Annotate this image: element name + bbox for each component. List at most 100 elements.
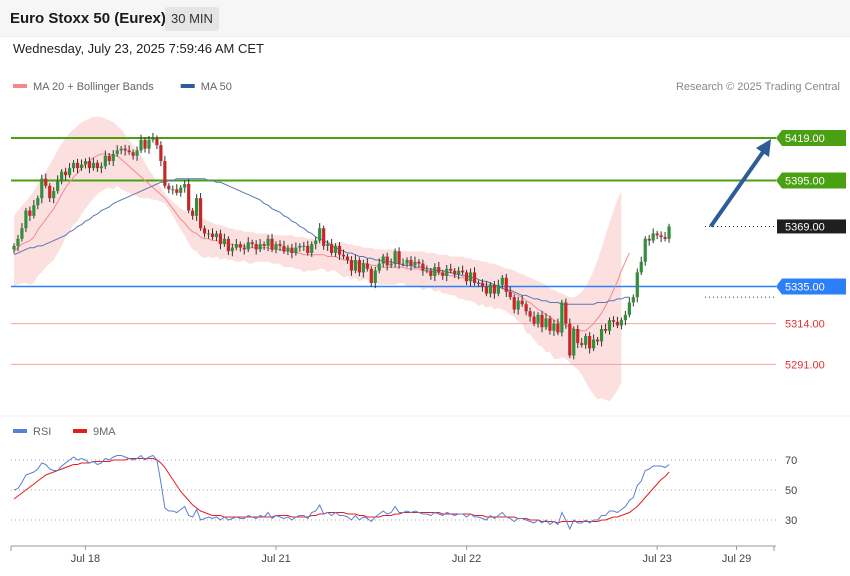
candle-body <box>167 185 171 190</box>
candle-body <box>353 260 358 271</box>
candle-body <box>659 235 663 238</box>
x-tick-label: Jul 22 <box>452 553 481 565</box>
candle-body <box>381 256 385 264</box>
candle-body <box>655 233 659 236</box>
forecast-arrow-head <box>756 139 771 158</box>
candle-body <box>99 166 103 169</box>
interval-badge[interactable]: 30 MIN <box>165 7 219 31</box>
candle-body <box>508 291 512 298</box>
candle-body <box>453 270 457 275</box>
candle-body <box>369 268 373 284</box>
candle-body <box>79 164 84 169</box>
candle-body <box>270 238 274 250</box>
candle-body <box>274 244 278 250</box>
candle-body <box>314 240 318 245</box>
candle-body <box>599 328 604 342</box>
candle-body <box>183 184 187 188</box>
candle-body <box>580 343 584 345</box>
candle-body <box>333 245 338 253</box>
candle-body <box>397 251 401 264</box>
candle-body <box>548 318 552 331</box>
candle-body <box>532 316 536 324</box>
ma50-line <box>13 178 630 305</box>
candle-body <box>401 263 405 265</box>
candle-body <box>147 139 151 149</box>
legend-label: MA 50 <box>201 81 232 93</box>
candle-body <box>91 162 95 169</box>
candle-body <box>524 304 528 312</box>
price-label-box <box>777 219 846 234</box>
candle-body <box>64 171 68 176</box>
candle-body <box>131 152 135 156</box>
candle-body <box>389 263 393 266</box>
candle-body <box>218 233 223 245</box>
candle-body <box>282 245 286 252</box>
timestamp: Wednesday, July 23, 2025 7:59:46 AM CET <box>13 41 264 56</box>
price-label-box <box>776 278 846 295</box>
candle-body <box>103 155 107 167</box>
candle-body <box>405 260 409 264</box>
candle-body <box>464 272 469 282</box>
legend-label: RSI <box>33 426 51 438</box>
x-tick-label: Jul 18 <box>71 553 100 565</box>
candle-body <box>143 139 147 149</box>
ma20-line <box>13 153 630 332</box>
candle-body <box>250 242 254 245</box>
candle-body <box>595 339 600 342</box>
credit-text: Research © 2025 Trading Central <box>676 81 840 93</box>
candle-body <box>322 228 326 246</box>
level-resistance: 5419.00 <box>11 130 846 147</box>
candle-body <box>536 314 540 324</box>
candle-body <box>643 238 647 262</box>
legend-label: 9MA <box>93 426 116 438</box>
candle-body <box>60 171 64 181</box>
price-label-text: 5369.00 <box>785 221 825 233</box>
candle-body <box>345 256 350 261</box>
legend-swatch <box>180 84 195 88</box>
forecast-arrow-shaft <box>709 150 765 228</box>
candle-body <box>492 284 496 294</box>
candle-body <box>651 233 655 241</box>
candle-body <box>302 245 306 247</box>
candle-body <box>111 153 115 162</box>
candle-body <box>242 247 246 250</box>
candle-body <box>556 323 560 333</box>
candle-body <box>663 237 667 239</box>
candle-body <box>500 277 504 285</box>
candle-body <box>607 320 612 331</box>
candle-body <box>135 150 139 156</box>
candle-body <box>544 318 548 328</box>
price-label-text: 5291.00 <box>785 359 825 371</box>
candle-body <box>44 178 48 186</box>
candle-body <box>588 336 592 349</box>
candle-body <box>413 261 417 266</box>
candle-body <box>520 300 524 305</box>
candle-body <box>576 328 580 344</box>
candle-body <box>195 198 199 216</box>
candle-body <box>623 314 627 321</box>
candle-body <box>262 244 266 246</box>
level-resistance: 5395.00 <box>11 172 846 189</box>
rsi-tick-label: 70 <box>785 455 797 467</box>
candle-body <box>290 247 294 253</box>
level-support: 5291.00 <box>11 359 825 371</box>
candle-body <box>461 270 465 273</box>
candle-body <box>230 247 234 252</box>
level-last: 5369.00 <box>705 219 846 234</box>
candle-body <box>472 272 477 284</box>
rsi-9ma-line <box>13 458 670 524</box>
candle-body <box>512 297 516 310</box>
legend-swatch <box>73 429 87 433</box>
candle-body <box>87 161 92 169</box>
candle-body <box>318 228 322 241</box>
candle-body <box>28 210 32 216</box>
candle-body <box>32 205 36 216</box>
candle-body <box>635 272 639 298</box>
candle-body <box>480 283 485 287</box>
candle-body <box>568 323 572 356</box>
candle-body <box>187 184 191 211</box>
candle-body <box>560 302 564 333</box>
candle-body <box>433 267 437 276</box>
candle-body <box>564 302 568 324</box>
